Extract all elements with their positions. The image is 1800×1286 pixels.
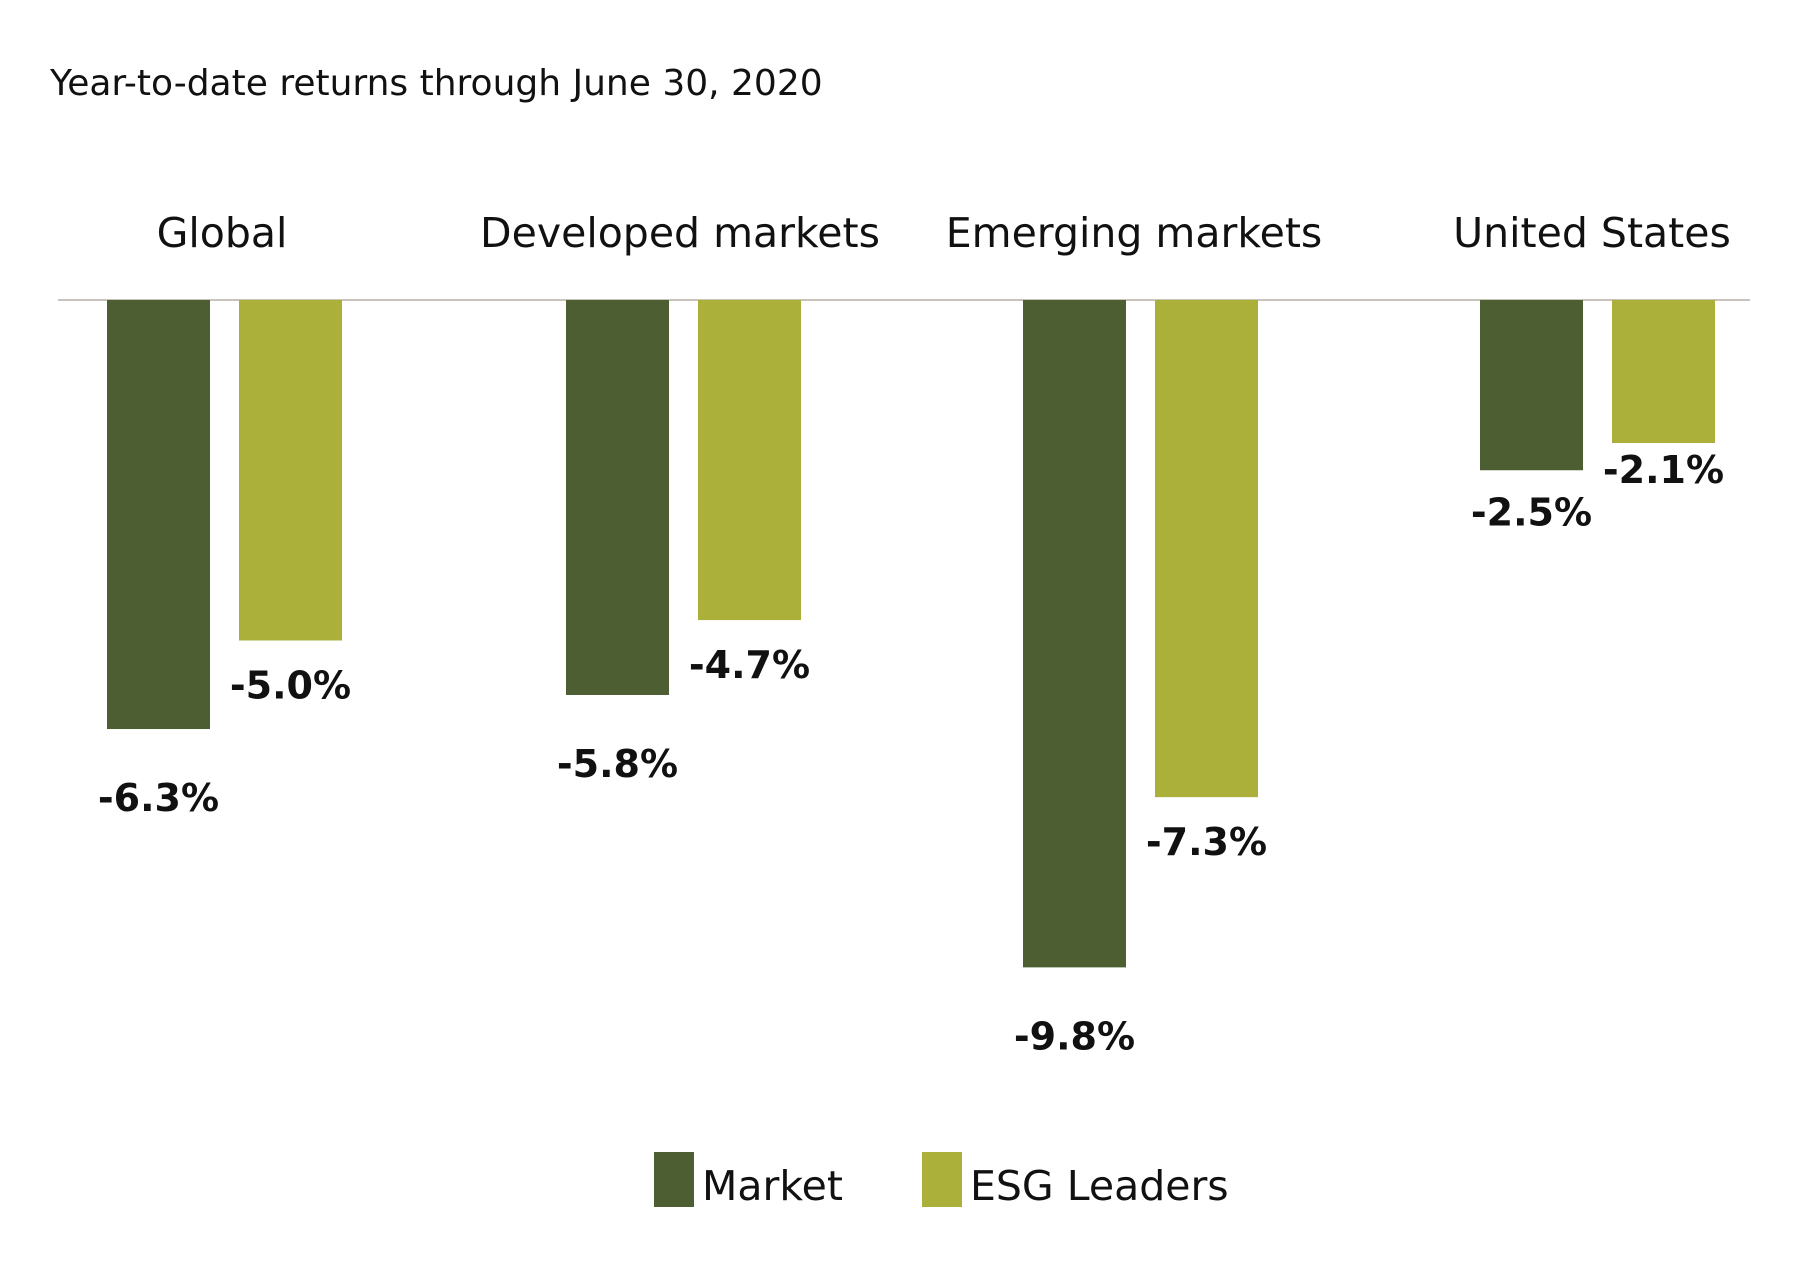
chart-title: Year-to-date returns through June 30, 20… xyxy=(49,63,823,104)
category-label-global: Global xyxy=(157,209,288,257)
legend-label-market: Market xyxy=(702,1162,843,1210)
value-label-market-emerging-markets: -9.8% xyxy=(1014,1014,1135,1058)
bar-market-developed-markets xyxy=(566,300,669,695)
bar-market-global xyxy=(107,300,210,730)
category-labels: Global Developed markets Emerging markets U… xyxy=(157,209,1731,257)
category-label-united-states: United States xyxy=(1453,209,1731,257)
value-labels: -6.3% -5.0% -5.8% -4.7% -9.8% -7.3% -2.5%-2.1% xyxy=(98,448,1724,1058)
bar-esg-leaders-global xyxy=(239,300,342,641)
legend-swatch-esg-leaders xyxy=(922,1152,962,1207)
bar-market-united-states xyxy=(1480,300,1583,471)
value-label-esg-leaders-developed-markets: -4.7% xyxy=(689,643,810,687)
bar-market-emerging-markets xyxy=(1023,300,1126,968)
category-label-emerging-markets: Emerging markets xyxy=(946,209,1323,257)
bars-group xyxy=(107,300,1715,968)
bar-esg-leaders-united-states xyxy=(1612,300,1715,444)
value-label-market-united-states: -2.5% xyxy=(1471,490,1592,534)
legend: Market ESG Leaders xyxy=(654,1152,1229,1210)
value-label-market-global: -6.3% xyxy=(98,776,219,820)
value-label-esg-leaders-united-states: -2.1% xyxy=(1603,448,1724,492)
value-label-esg-leaders-global: -5.0% xyxy=(230,664,351,708)
legend-label-esg-leaders: ESG Leaders xyxy=(970,1162,1229,1210)
bar-esg-leaders-developed-markets xyxy=(698,300,801,621)
category-label-developed-markets: Developed markets xyxy=(480,209,880,257)
bar-esg-leaders-emerging-markets xyxy=(1155,300,1258,798)
legend-swatch-market xyxy=(654,1152,694,1207)
value-label-market-developed-markets: -5.8% xyxy=(557,742,678,786)
value-label-esg-leaders-emerging-markets: -7.3% xyxy=(1146,820,1267,864)
